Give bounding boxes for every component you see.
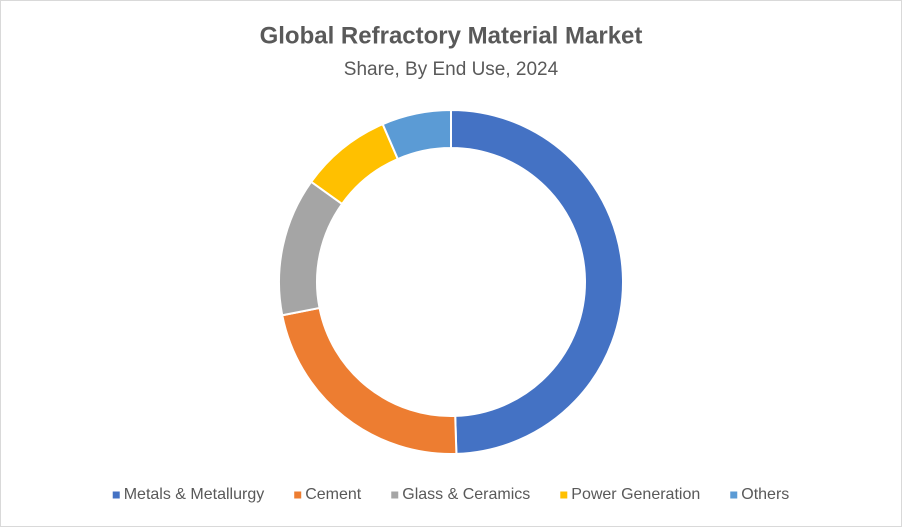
legend-swatch (560, 491, 568, 499)
legend-label: Power Generation (571, 486, 700, 503)
donut-segment (450, 108, 624, 455)
legend-swatch (294, 491, 302, 499)
legend-swatch (391, 491, 399, 499)
legend-swatch (730, 491, 738, 499)
chart-subtitle: Share, By End Use, 2024 (344, 59, 559, 80)
legend-label: Others (741, 486, 789, 503)
donut-segment (381, 108, 452, 161)
legend-label: Cement (305, 486, 362, 503)
legend-label: Glass & Ceramics (402, 486, 530, 503)
legend-label: Metals & Metallurgy (124, 486, 265, 503)
chart-title: Global Refractory Material Market (260, 22, 643, 49)
legend-swatch (112, 491, 120, 499)
